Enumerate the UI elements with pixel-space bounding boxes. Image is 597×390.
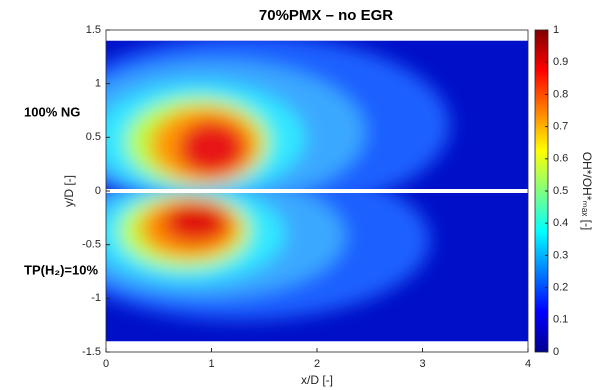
y-tick-label: 1	[95, 78, 101, 90]
x-tick-label: 2	[314, 358, 320, 370]
y-axis-label: y/D [-]	[62, 175, 76, 207]
heatmap-blur	[50, 35, 450, 215]
colorbar-tick-label: 0.7	[553, 121, 568, 133]
centerline	[106, 189, 528, 193]
x-axis-label: x/D [-]	[301, 373, 333, 387]
heatmap-half	[50, 35, 450, 215]
x-tick-label: 3	[419, 358, 425, 370]
y-tick-label: -1	[91, 292, 101, 304]
colorbar-tick-label: 0.3	[553, 249, 568, 261]
chart-title: 70%PMX – no EGR	[259, 7, 393, 24]
colorbar-label: OH*/OH*ₘₐₓ [-]	[580, 152, 594, 231]
intensity-region	[164, 202, 228, 242]
colorbar-tick-label: 0.8	[553, 88, 568, 100]
colorbar-tick-label: 0.1	[553, 314, 568, 326]
y-tick-label: 1.5	[86, 24, 101, 36]
annotation: TP(H₂)=10%	[24, 262, 98, 277]
y-tick-label: -0.5	[82, 239, 101, 251]
chart: 70%PMX – no EGR 100% NG TP(H₂)=10% x/D […	[0, 0, 597, 390]
colorbar-tick-label: 0.6	[553, 153, 568, 165]
y-tick-label: 0.5	[86, 131, 101, 143]
colorbar-tick-label: 1	[553, 24, 559, 36]
colorbar-tick-label: 0.2	[553, 282, 568, 294]
colorbar-tick-label: 0.9	[553, 56, 568, 68]
colorbar-tick-label: 0.5	[553, 185, 568, 197]
colorbar-tick-label: 0	[553, 346, 559, 358]
y-tick-label: 0	[95, 185, 101, 197]
annotation: 100% NG	[24, 104, 80, 119]
x-tick-label: 1	[208, 358, 214, 370]
colorbar-tick-label: 0.4	[553, 217, 568, 229]
x-tick-label: 0	[103, 358, 109, 370]
y-tick-label: -1.5	[82, 346, 101, 358]
x-tick-label: 4	[525, 358, 531, 370]
heatmap-field	[50, 35, 528, 341]
intensity-region	[178, 120, 246, 176]
